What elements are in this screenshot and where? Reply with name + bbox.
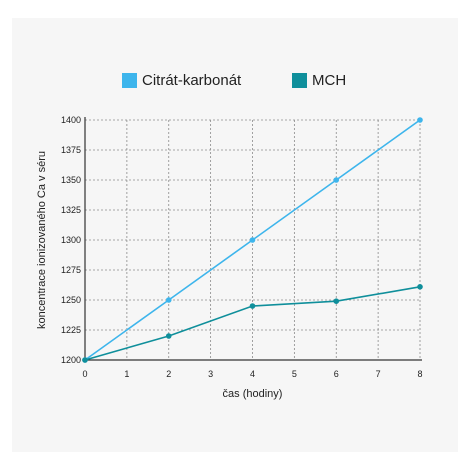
x-tick-label: 2 [166, 369, 171, 379]
data-point-series-1 [165, 333, 172, 339]
data-point-series-1 [417, 284, 423, 290]
data-point-series-0 [249, 237, 256, 243]
y-tick-label: 1350 [61, 175, 81, 185]
x-tick-label: 7 [376, 369, 381, 379]
data-point-series-1 [249, 303, 256, 309]
data-point-series-0 [333, 177, 340, 183]
y-tick-label: 1200 [61, 355, 81, 365]
legend-item-mch: MCH [292, 70, 346, 90]
y-tick-label: 1325 [61, 205, 81, 215]
legend-swatch-mch [292, 72, 307, 88]
legend-swatch-citrat-karbonat [122, 72, 137, 88]
chart-background [12, 18, 458, 452]
x-tick-label: 4 [250, 369, 255, 379]
legend-label-citrat-karbonat: Citrát-karbonát [142, 71, 242, 89]
y-tick-label: 1250 [61, 295, 81, 305]
y-tick-label: 1275 [61, 265, 81, 275]
data-point-series-0 [165, 297, 172, 303]
y-tick-label: 1300 [61, 235, 81, 245]
data-point-series-0 [417, 117, 423, 123]
x-tick-label: 1 [124, 369, 129, 379]
y-tick-label: 1375 [61, 145, 81, 155]
x-tick-label: 0 [82, 369, 87, 379]
legend-item-citrat-karbonat: Citrát-karbonát [122, 70, 241, 90]
x-tick-label: 8 [417, 369, 422, 379]
y-tick-label: 1400 [61, 115, 81, 125]
x-tick-label: 3 [208, 369, 213, 379]
data-point-series-1 [82, 357, 88, 363]
y-tick-label: 1225 [61, 325, 81, 335]
x-axis-title: čas (hodiny) [223, 388, 283, 400]
x-tick-label: 5 [292, 369, 297, 379]
legend: Citrát-karbonát MCH [0, 70, 470, 90]
data-point-series-1 [333, 298, 340, 305]
legend-label-mch: MCH [312, 71, 347, 89]
x-tick-label: 6 [334, 369, 339, 379]
y-axis-title: koncentrace ionizovaného Ca v séru [36, 151, 48, 329]
